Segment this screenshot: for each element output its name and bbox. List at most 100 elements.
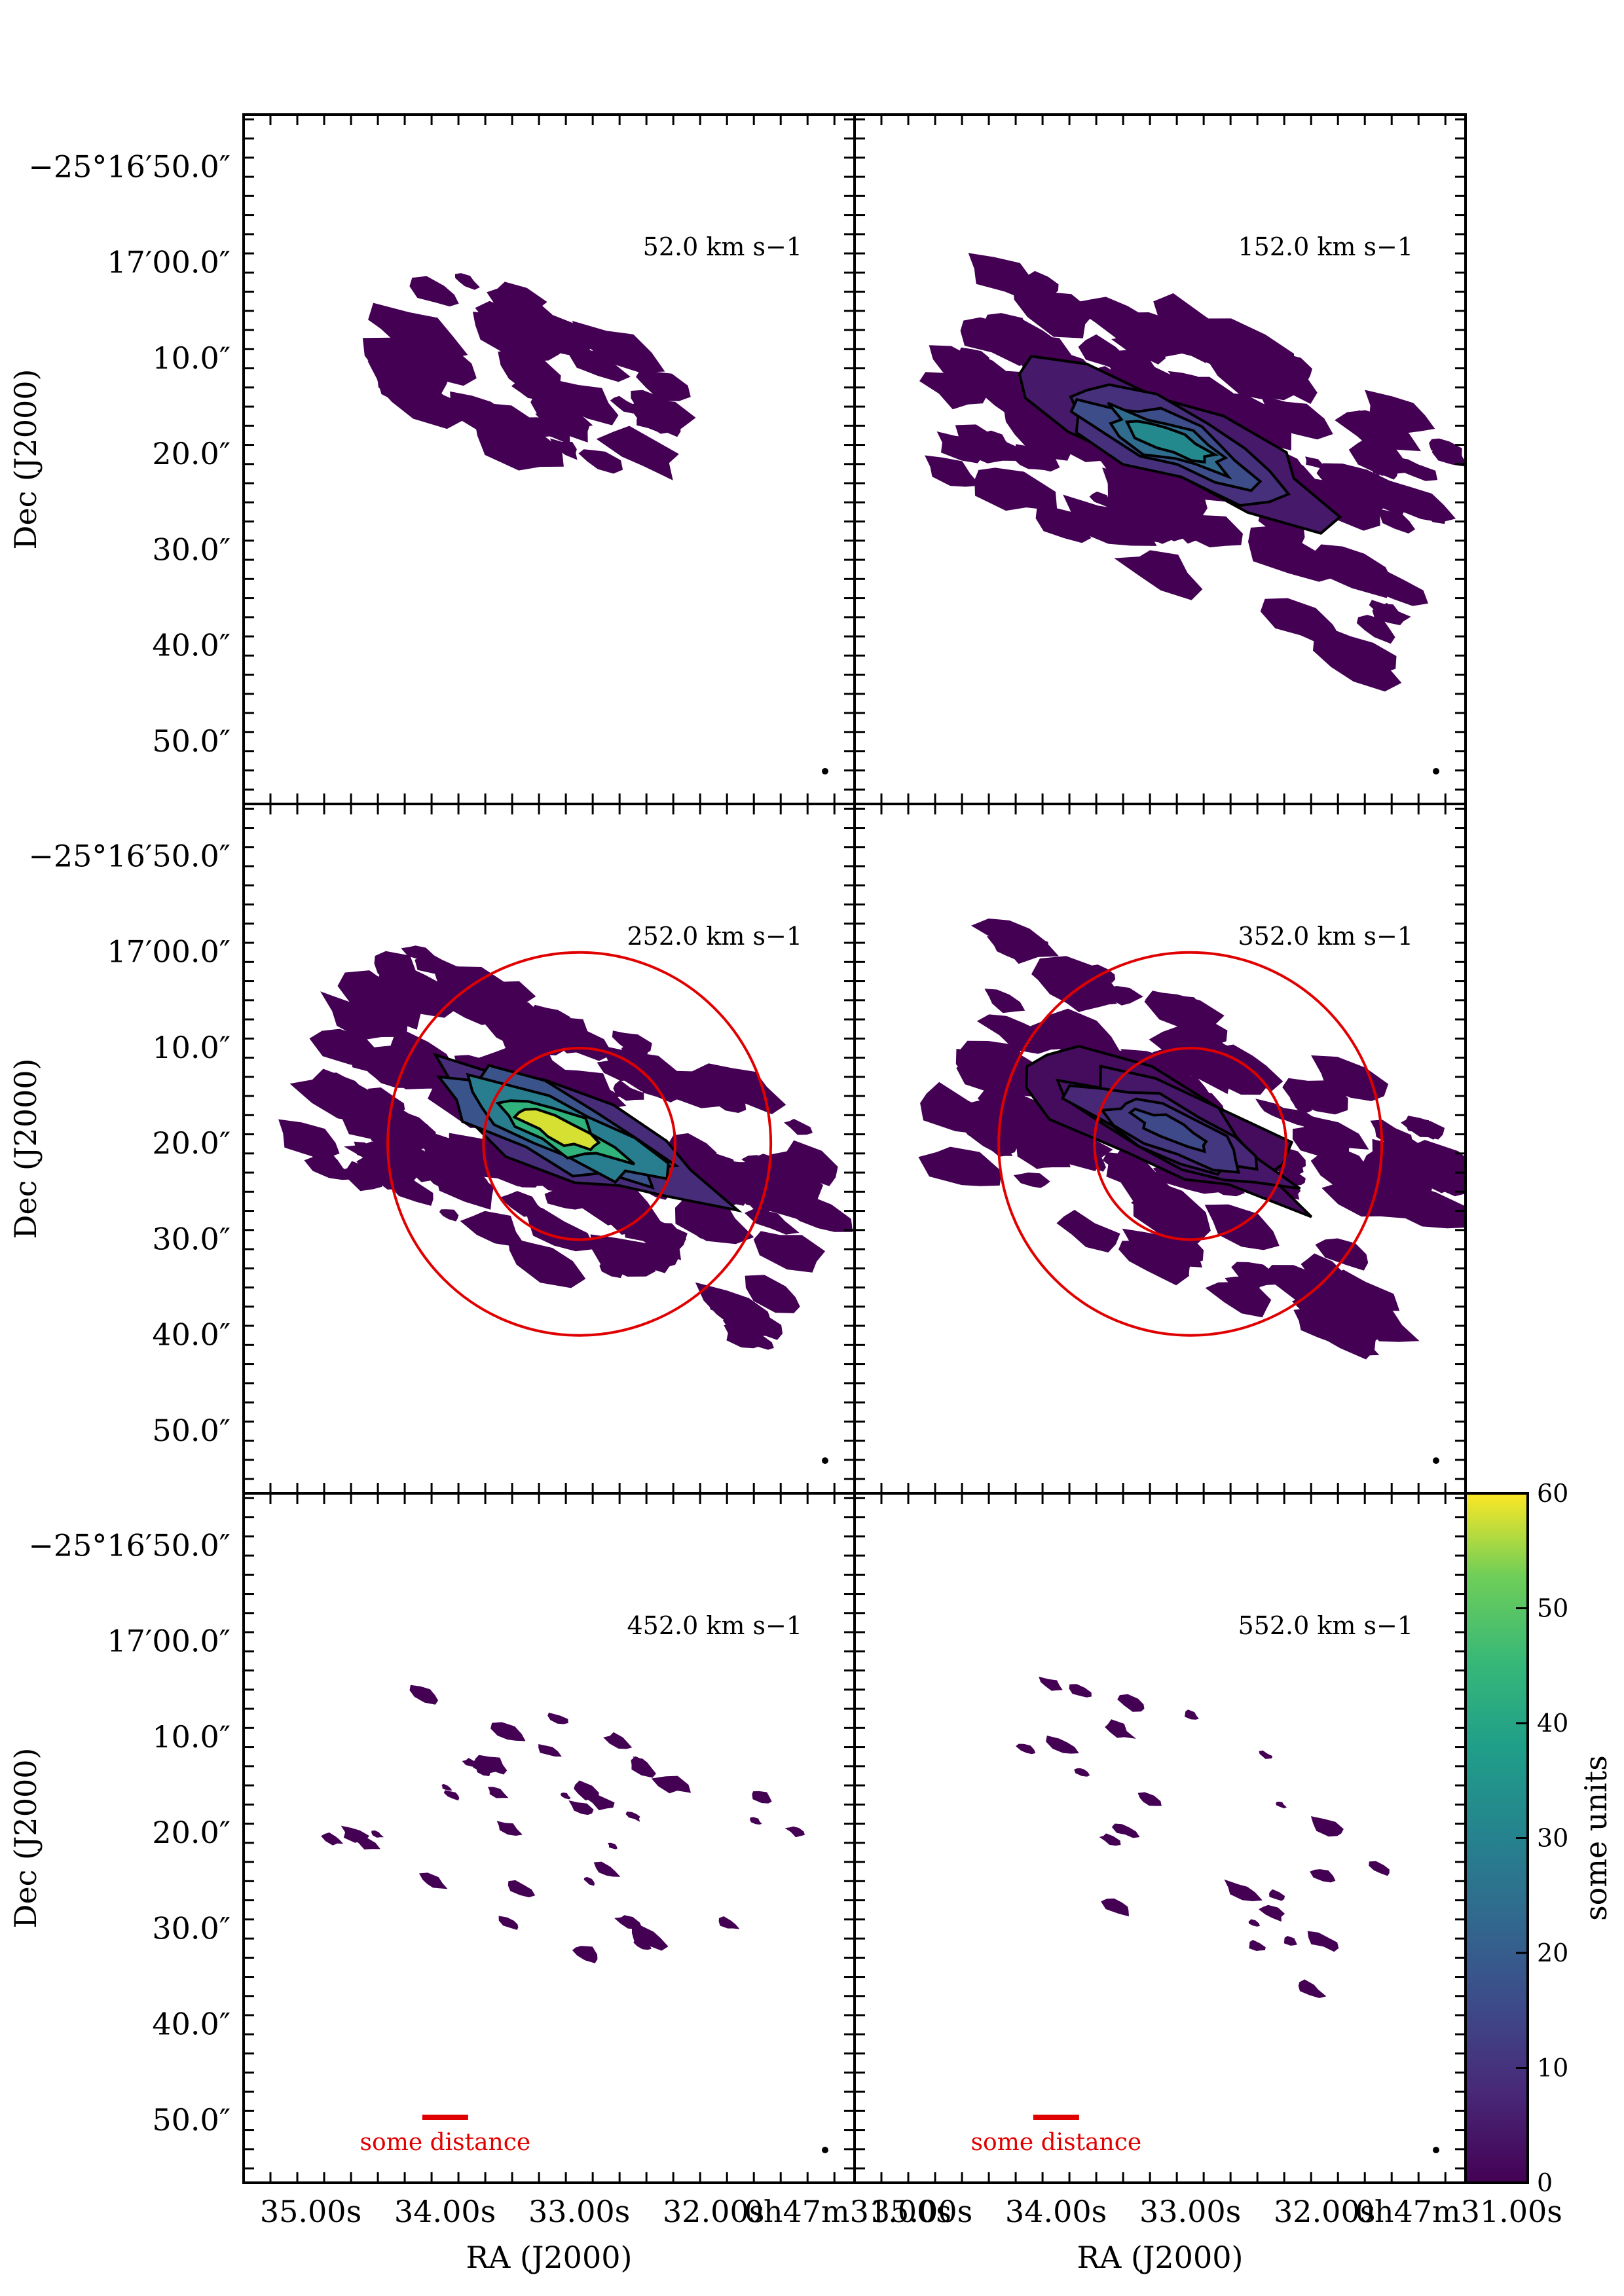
emission-blob: [613, 1080, 644, 1101]
emission-blob: [608, 1842, 618, 1850]
emission-blob: [1105, 1719, 1136, 1739]
y-tick-label: 17′00.0″: [107, 1624, 231, 1659]
emission-blob: [289, 1068, 375, 1123]
emission-blob: [1258, 512, 1305, 545]
emission-blob: [1259, 1750, 1272, 1759]
emission-blob: [500, 1191, 550, 1217]
emission-blob: [936, 1151, 978, 1174]
emission-blob: [1003, 409, 1074, 461]
emission-blob: [478, 1002, 570, 1056]
x-tick-label: 32.00s: [1274, 2194, 1375, 2229]
emission-blob: [1030, 1023, 1075, 1050]
axis-ticks: [853, 115, 1466, 804]
emission-blob: [1248, 1919, 1261, 1927]
emission-blob: [1039, 1677, 1063, 1691]
emission-blob: [603, 1732, 633, 1749]
y-tick-label: 30.0″: [152, 1910, 231, 1946]
panel-252_0: 252.0 km s−1 −25°16′50.0″ 17′00.0″ 10.0″ 20.…: [28, 803, 856, 1495]
emission-blob: [1101, 1898, 1129, 1917]
emission-blob: [1197, 322, 1242, 348]
emission-blob: [1289, 616, 1331, 642]
y-tick-label: 17′00.0″: [107, 245, 231, 280]
emission-blob: [1067, 1029, 1092, 1043]
emission-blob: [984, 989, 1025, 1013]
y-tick-label: −25°16′50.0″: [28, 1527, 231, 1563]
emission-blob: [1381, 497, 1407, 515]
emission-blob: [920, 1082, 998, 1134]
emission-blob: [960, 317, 1033, 367]
y-tick-label: 30.0″: [152, 1221, 231, 1256]
emission-blob: [784, 1826, 805, 1838]
emission-blob: [278, 1119, 340, 1157]
beam-marker: [822, 1457, 828, 1464]
emission-blob: [1301, 1114, 1369, 1150]
emission-blob: [1114, 550, 1203, 600]
emission-blob: [668, 1133, 718, 1171]
y-tick-label: 40.0″: [152, 2007, 231, 2042]
emission-blob: [1414, 500, 1447, 524]
emission-blob: [1013, 1172, 1050, 1188]
panel-552_0: some distance 552.0 km s−1 35.00s 34.00s 33.…: [853, 1492, 1562, 2229]
emission-blob: [1249, 1940, 1266, 1951]
y-axis-label: Dec (J2000): [8, 369, 43, 550]
emission-blob: [1361, 1146, 1432, 1196]
emission-blob: [441, 1783, 452, 1791]
emission-blob: [487, 1787, 509, 1798]
emission-blob: [1321, 471, 1392, 507]
emission-blob: [304, 1155, 356, 1180]
emission-blob: [633, 1756, 648, 1765]
emission-map: [918, 919, 1466, 1360]
emission-blob: [368, 302, 468, 359]
emission-blob: [371, 1830, 384, 1838]
emission-blob: [976, 1014, 1054, 1054]
y-tick-label: 20.0″: [152, 436, 231, 471]
emission-blob: [1376, 508, 1416, 534]
emission-blob: [1315, 1238, 1369, 1271]
colorbar-tick-label: 20: [1537, 1939, 1568, 1967]
emission-blob: [775, 1244, 805, 1266]
emission-blob: [1089, 491, 1112, 509]
emission-blob: [574, 1780, 599, 1800]
emission-blob: [1298, 1979, 1327, 1998]
colorbar-tick-label: 0: [1537, 2168, 1553, 2197]
emission-blob: [974, 467, 1058, 511]
y-tick-label: 20.0″: [152, 1815, 231, 1850]
y-tick-label: 40.0″: [152, 628, 231, 663]
colorbar-tick-label: 50: [1537, 1594, 1568, 1623]
axis-ticks: [242, 115, 855, 804]
emission-blob: [349, 1052, 382, 1073]
emission-blob: [498, 349, 561, 400]
emission-blob: [498, 1916, 519, 1930]
emission-blob: [351, 1833, 380, 1850]
beam-marker: [822, 768, 828, 774]
emission-blob: [741, 1155, 781, 1176]
velocity-label: 152.0 km s−1: [1238, 232, 1413, 261]
colorbar-tick-label: 10: [1537, 2054, 1568, 2083]
emission-blob: [368, 1087, 405, 1113]
emission-blob: [1372, 604, 1411, 625]
emission-blob: [1369, 1861, 1390, 1876]
emission-blob: [1248, 526, 1340, 582]
emission-blob: [612, 1030, 652, 1055]
emission-blob: [722, 1315, 767, 1336]
emission-blob: [674, 1191, 754, 1245]
emission-blob: [1111, 334, 1166, 365]
emission-blob: [1276, 1801, 1287, 1809]
beam-marker: [822, 2147, 828, 2153]
emission-blob: [1231, 1262, 1280, 1289]
emission-blob: [1260, 553, 1290, 570]
emission-blob: [1369, 462, 1398, 480]
emission-blob: [651, 1776, 692, 1794]
emission-blob: [959, 347, 989, 370]
panel-152_0: 152.0 km s−1: [853, 113, 1467, 805]
y-tick-label: 17′00.0″: [107, 934, 231, 970]
emission-blob: [320, 991, 403, 1040]
contour-level: [1124, 420, 1219, 464]
emission-blob: [1281, 1108, 1316, 1128]
emission-blob: [643, 409, 681, 437]
emission-blob: [1335, 410, 1421, 453]
emission-blob: [476, 1766, 490, 1776]
scale-bar-label: some distance: [360, 2129, 531, 2156]
axis-ticks: [242, 804, 855, 1493]
y-tick-label: 50.0″: [152, 723, 231, 759]
